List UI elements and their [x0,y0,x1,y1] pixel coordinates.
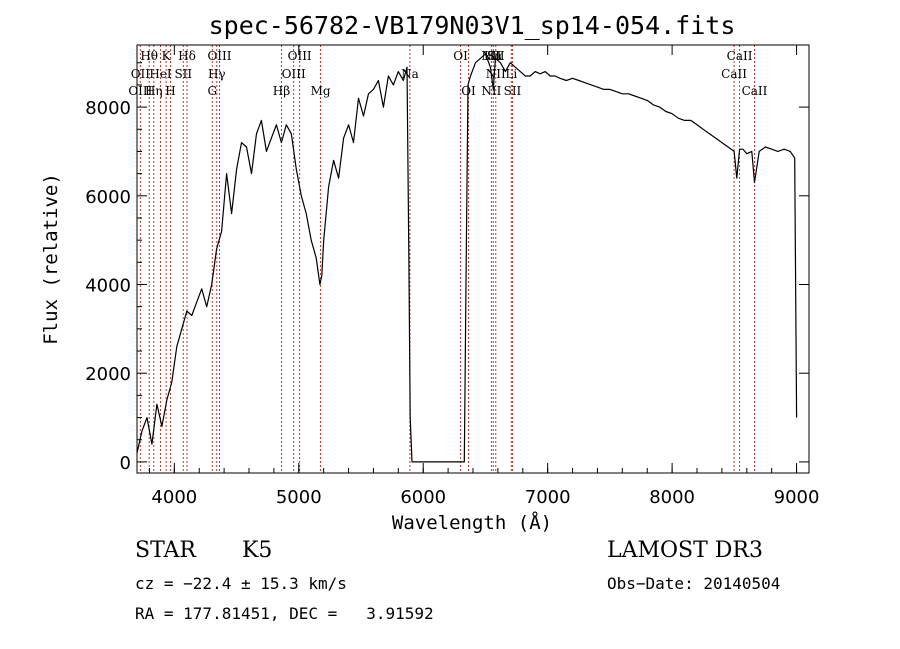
line-label: SII [504,84,522,98]
y-tick-label: 6000 [85,187,131,208]
x-tick-label: 5000 [276,487,322,508]
line-label: Hθ [140,49,158,63]
y-axis: 0 2000 4000 6000 8000 [85,62,809,474]
object-subclass: K5 [242,538,273,563]
x-tick-label: 7000 [525,487,571,508]
plot-frame [136,44,810,474]
line-label: Hβ [273,84,290,98]
x-tick-label: 6000 [400,487,446,508]
spectrum-line [136,53,798,463]
x-tick-label: 9000 [774,487,820,508]
line-label: OIII [128,84,152,98]
line-label: CaII [742,84,768,98]
line-label: OIII [288,49,312,63]
x-axis: 4000 5000 6000 7000 8000 9000 [148,45,820,508]
line-label: OI [453,49,468,63]
line-label: Hγ [208,67,226,81]
object-class: STAR [135,538,196,563]
line-label: Hα [484,49,503,63]
line-label: CaII [727,49,753,63]
line-label: G [207,84,217,98]
line-label: HeI [149,67,172,81]
y-tick-label: 8000 [85,98,131,119]
survey-name: LAMOST DR3 [607,538,763,563]
line-label: OI [461,84,476,98]
y-tick-label: 2000 [85,364,131,385]
x-tick-label: 4000 [151,487,197,508]
line-label: NII [486,67,506,81]
redshift-cz: cz = −22.4 ± 15.3 km/s [135,574,347,593]
y-tick-label: 4000 [85,276,131,297]
line-label: K [162,49,172,63]
x-tick-label: 8000 [649,487,695,508]
line-label: SII [174,67,192,81]
y-tick-label: 0 [120,453,131,474]
line-label: SII [487,49,505,63]
line-label: Hδ [178,49,196,63]
line-label: CaII [721,67,747,81]
line-label: Hη [145,84,163,98]
line-label: OIII [282,67,306,81]
line-label: H [165,84,175,98]
obs-date: Obs−Date: 20140504 [607,574,781,593]
line-label: OIII [207,49,231,63]
y-axis-label: Flux (relative) [40,173,62,345]
line-label: OII [131,67,151,81]
line-labels: Hθ OII OIII K HeI Hη Hδ SII H OIII Hγ G Hβ OIII OIII Mg… [128,49,767,98]
ra-dec: RA = 177.81451, DEC = 3.91592 [135,604,434,623]
chart-title: spec-56782-VB179N03V1_sp14-054.fits [209,11,736,40]
line-label: Li [505,67,517,81]
line-label: Mg [311,84,331,98]
x-axis-label: Wavelength (Å) [392,511,552,534]
line-label: NII [481,84,501,98]
spectrum [136,53,798,463]
